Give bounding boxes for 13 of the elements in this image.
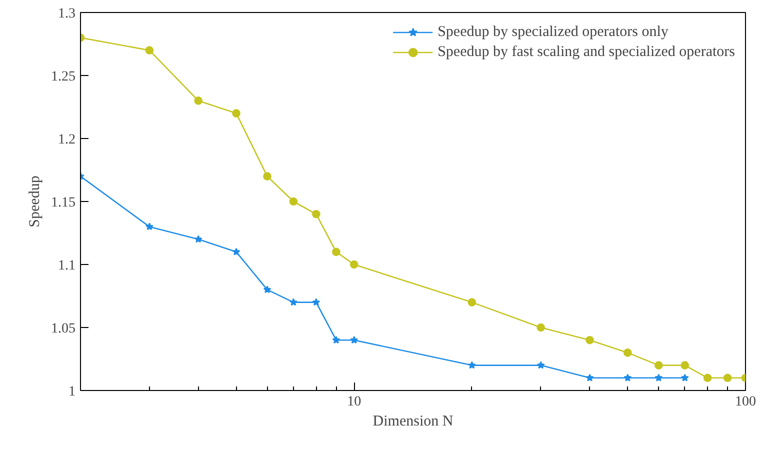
y-tick-label: 1.1 bbox=[58, 258, 76, 274]
legend-label: Speedup by fast scaling and specialized operators bbox=[438, 44, 735, 60]
y-tick-label: 1.2 bbox=[58, 132, 76, 148]
y-tick-label: 1.05 bbox=[51, 322, 76, 336]
y-tick-label: 1 bbox=[68, 384, 76, 400]
y-tick-label: 1.3 bbox=[58, 6, 76, 22]
x-axis-title: Dimension N bbox=[372, 414, 454, 430]
y-axis-title: Speedup bbox=[27, 176, 43, 228]
x-tick-label: 100 bbox=[735, 394, 756, 410]
legend-label: Speedup by specialized operators only bbox=[438, 24, 668, 40]
y-tick-label: 1.15 bbox=[51, 196, 76, 210]
x-tick-label: 10 bbox=[347, 394, 362, 410]
y-tick-label: 1.25 bbox=[51, 70, 76, 84]
